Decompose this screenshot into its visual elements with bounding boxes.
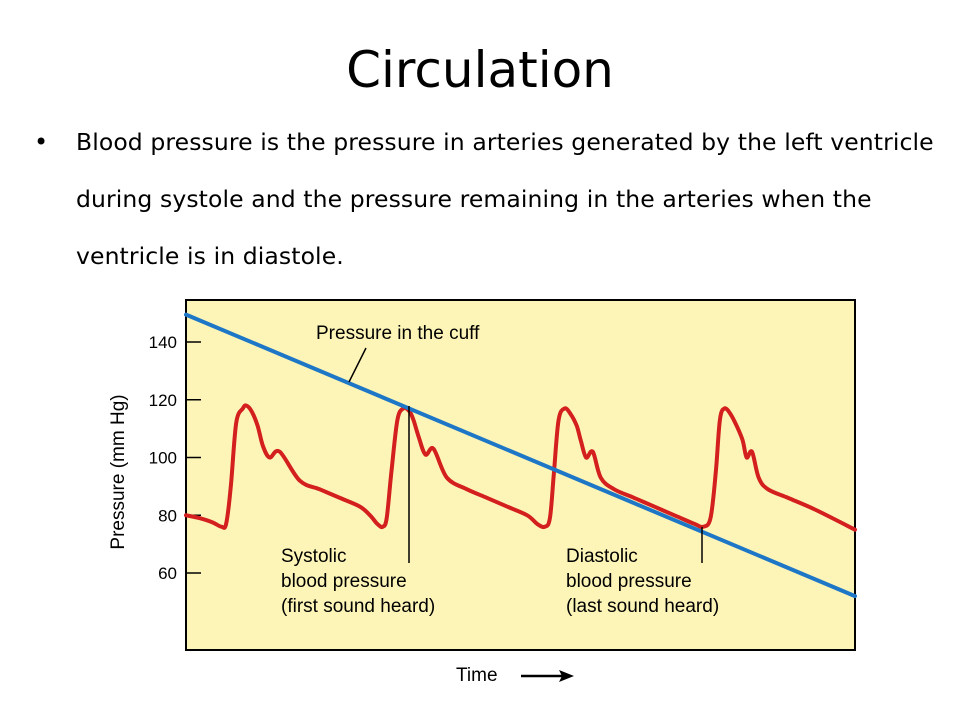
diastolic-line-3: (last sound heard) bbox=[566, 596, 719, 617]
y-axis-ticks: 60 80 100 120 140 bbox=[149, 333, 201, 583]
y-tick-label: 140 bbox=[149, 333, 177, 352]
systolic-line-3: (first sound heard) bbox=[281, 596, 435, 617]
systolic-annotation: Systolic blood pressure (first sound hea… bbox=[281, 406, 435, 617]
cuff-annotation: Pressure in the cuff bbox=[316, 323, 480, 383]
diastolic-annotation-label: Diastolic blood pressure (last sound hea… bbox=[566, 546, 719, 617]
systolic-line-1: Systolic bbox=[281, 546, 346, 567]
systolic-annotation-label: Systolic blood pressure (first sound hea… bbox=[281, 546, 435, 617]
bullet-text: Blood pressure is the pressure in arteri… bbox=[76, 128, 934, 270]
cuff-annotation-label: Pressure in the cuff bbox=[316, 323, 480, 344]
bullet-list: • Blood pressure is the pressure in arte… bbox=[34, 114, 934, 285]
slide-title: Circulation bbox=[346, 41, 614, 99]
series-layer bbox=[184, 312, 857, 599]
y-tick-label: 60 bbox=[158, 564, 177, 583]
y-axis-label: Pressure (mm Hg) bbox=[108, 394, 129, 549]
y-tick-label: 80 bbox=[158, 506, 177, 525]
cuff-annotation-leader bbox=[348, 347, 367, 383]
arterial-pressure-line bbox=[184, 403, 857, 532]
time-arrow-icon bbox=[521, 670, 574, 682]
bullet-dot: • bbox=[34, 128, 49, 156]
diastolic-line-2: blood pressure bbox=[566, 571, 692, 592]
diastolic-annotation: Diastolic blood pressure (last sound hea… bbox=[566, 527, 719, 617]
x-axis-label: Time bbox=[456, 665, 498, 686]
y-tick-label: 120 bbox=[149, 391, 177, 410]
systolic-line-2: blood pressure bbox=[281, 571, 407, 592]
cuff-pressure-line bbox=[184, 312, 857, 599]
diastolic-line-1: Diastolic bbox=[566, 546, 638, 567]
y-tick-label: 100 bbox=[149, 449, 177, 468]
